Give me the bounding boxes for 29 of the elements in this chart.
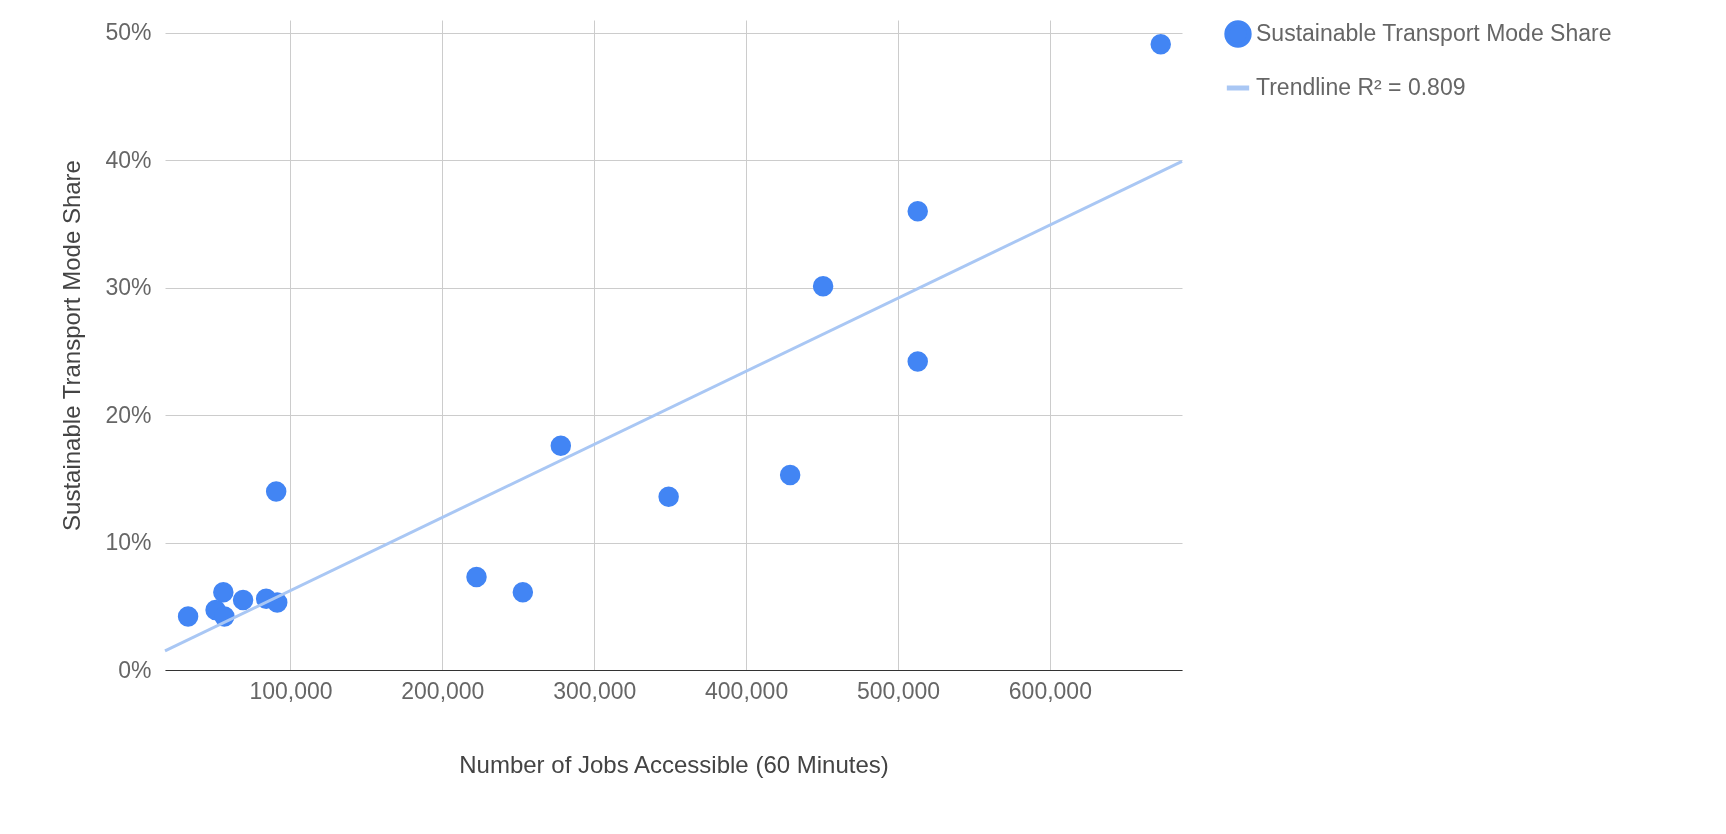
point [1150, 33, 1171, 55]
legend-label: Trendline R² = 0.809 [1256, 74, 1466, 100]
x-tick-label: 300,000 [553, 677, 637, 704]
point [779, 464, 801, 486]
point [812, 276, 834, 297]
x-tick-label: 500,000 [856, 677, 941, 704]
y-tick-label: 10% [105, 529, 152, 556]
point [550, 435, 572, 456]
point [213, 582, 234, 603]
point [466, 566, 487, 588]
point [265, 481, 287, 502]
point [177, 606, 199, 627]
point [658, 486, 679, 507]
y-axis-title: Sustainable Transport Mode Share [58, 160, 86, 531]
legend-label: Sustainable Transport Mode Share [1256, 20, 1612, 46]
x-tick-label: 200,000 [401, 677, 485, 704]
y-tick-label: 30% [105, 274, 152, 301]
point [907, 351, 928, 372]
y-tick-label: 0% [118, 656, 152, 683]
y-tick-label: 40% [105, 146, 152, 173]
point [232, 589, 254, 611]
point [512, 582, 534, 603]
y-tick-label: 50% [105, 19, 152, 46]
point [907, 200, 928, 222]
x-tick-label: 400,000 [705, 677, 789, 704]
x-tick-label: 100,000 [249, 677, 333, 704]
x-tick-label: 600,000 [1008, 677, 1092, 704]
x-axis-title: Number of Jobs Accessible (60 Minutes) [459, 750, 889, 778]
y-tick-label: 20% [105, 401, 152, 428]
